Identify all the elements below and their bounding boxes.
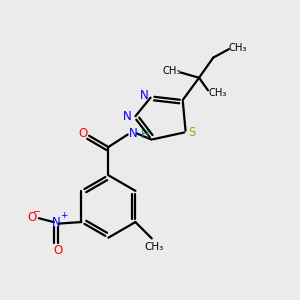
Text: N: N [52, 216, 61, 229]
Text: CH₃: CH₃ [208, 88, 227, 98]
Text: −: − [33, 207, 41, 217]
Text: +: + [60, 211, 67, 220]
Text: O: O [53, 244, 62, 257]
Text: N: N [123, 110, 131, 123]
Text: CH₃: CH₃ [144, 242, 164, 252]
Text: H: H [141, 130, 149, 140]
Text: S: S [188, 126, 196, 139]
Text: CH₃: CH₃ [229, 43, 247, 53]
Text: O: O [28, 211, 37, 224]
Text: CH₃: CH₃ [163, 66, 181, 76]
Text: O: O [78, 127, 87, 140]
Text: N: N [140, 89, 148, 102]
Text: N: N [129, 127, 137, 140]
